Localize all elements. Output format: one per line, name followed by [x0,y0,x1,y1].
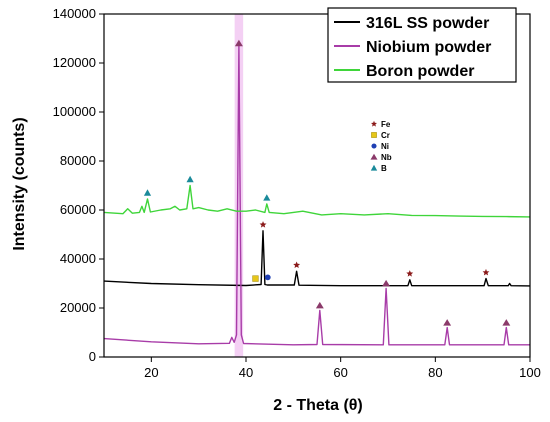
phase-legend-label: Nb [381,153,392,162]
series-line-b [104,186,530,217]
b-marker [371,165,377,171]
legend-label-nb: Niobium powder [366,39,491,56]
y-axis-ticks: 0 20000 40000 60000 80000 100000 120000 140000 [53,6,104,364]
nb-marker [316,302,324,309]
fe-marker [483,269,490,276]
phase-legend-label: Cr [381,131,390,140]
fe-marker [406,270,413,277]
y-tick-label: 100000 [53,104,96,119]
legend-label-b: Boron powder [366,63,474,80]
cr-marker [371,132,376,137]
x-tick-label: 40 [239,365,253,380]
b-marker [144,189,151,195]
nb-marker [502,319,510,326]
y-tick-label: 0 [89,349,96,364]
y-tick-label: 60000 [60,202,96,217]
y-axis-title: Intensity (counts) [11,117,28,250]
y-tick-label: 40000 [60,251,96,266]
series-legend: 316L SS powder Niobium powder Boron powd… [328,8,516,82]
x-tick-label: 100 [519,365,541,380]
y-tick-label: 20000 [60,300,96,315]
fe-marker [260,221,267,228]
nb-marker [371,154,378,160]
b-marker [263,194,270,200]
series-line-nb [104,46,530,345]
phase-marker-layer [144,40,510,326]
series-line-ss [104,231,530,286]
series-layer [104,46,530,345]
phase-legend-label: B [381,164,387,173]
legend-label-ss: 316L SS powder [366,15,489,32]
x-tick-label: 80 [428,365,442,380]
phase-legend-label: Fe [381,120,391,129]
x-tick-label: 20 [144,365,158,380]
fe-marker [371,121,377,127]
fe-marker [293,262,300,269]
y-tick-label: 140000 [53,6,96,21]
x-axis-title: 2 - Theta (θ) [273,397,363,414]
y-tick-label: 120000 [53,55,96,70]
y-tick-label: 80000 [60,153,96,168]
x-tick-label: 60 [333,365,347,380]
ni-marker [265,274,271,280]
nb-marker [443,319,451,326]
b-marker [187,176,194,183]
phase-legend-label: Ni [381,142,389,151]
cr-marker [253,276,259,282]
phase-legend: Fe Cr Ni Nb B [371,120,392,173]
nb-marker [382,280,390,287]
ni-marker [371,143,376,148]
x-axis-ticks: 20 40 60 80 100 [144,357,541,380]
